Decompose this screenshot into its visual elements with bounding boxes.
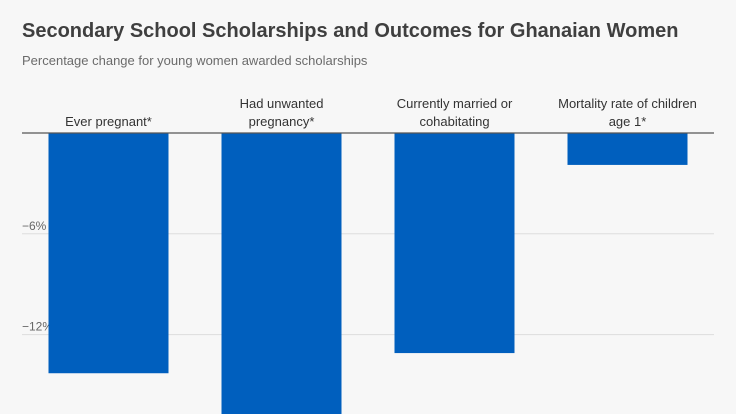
- y-tick-label: −6%: [22, 219, 47, 233]
- chart-subtitle: Percentage change for young women awarde…: [22, 53, 368, 68]
- category-label: pregnancy*: [249, 114, 315, 129]
- bar: [221, 133, 342, 414]
- category-label: cohabitating: [419, 114, 489, 129]
- bar: [567, 133, 688, 165]
- category-label: Ever pregnant*: [65, 114, 152, 129]
- bar: [48, 133, 169, 374]
- category-label: age 1*: [609, 114, 647, 129]
- y-tick-label: −12%: [22, 320, 53, 334]
- category-label: Currently married or: [397, 96, 513, 111]
- category-label: Mortality rate of children: [558, 96, 697, 111]
- chart-title: Secondary School Scholarships and Outcom…: [22, 20, 679, 42]
- bar: [394, 133, 515, 354]
- category-label: Had unwanted: [240, 96, 324, 111]
